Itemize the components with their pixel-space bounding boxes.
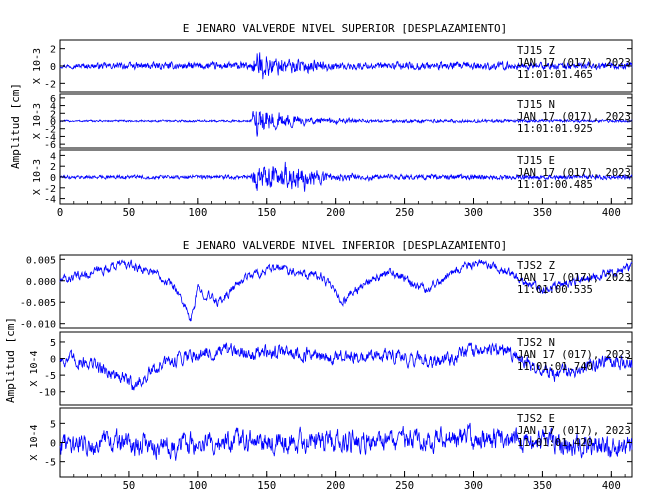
time-label: 11:01:01.420 — [517, 437, 593, 449]
panel-frame — [59, 254, 633, 329]
y-tick-label: -6 — [44, 140, 56, 151]
x-tick-label: 0 — [57, 207, 63, 219]
waveform-line — [59, 422, 633, 461]
waveform-line — [59, 111, 633, 137]
y-tick-label: -5 — [44, 458, 56, 469]
time-label: 11:01:01.740 — [517, 361, 593, 373]
x-tick-label: 50 — [123, 207, 136, 219]
scale-label: X 10-3 — [32, 159, 43, 195]
y-tick-label: 5 — [50, 338, 56, 349]
x-tick-label: 300 — [464, 207, 483, 219]
y-tick-label: -4 — [44, 132, 56, 143]
x-tick-label: 50 — [123, 480, 136, 492]
panel-frame — [59, 331, 633, 406]
x-tick-label: 150 — [257, 480, 276, 492]
y-tick-label: 2 — [50, 162, 56, 173]
station-label: TJS2 E — [517, 413, 555, 425]
station-label: TJ15 Z — [517, 45, 555, 57]
x-tick-label: 200 — [326, 207, 345, 219]
waveform-line — [59, 161, 633, 192]
y-tick-label: 0 — [50, 62, 56, 73]
scale-label: X 10-4 — [29, 424, 40, 460]
date-label: JAN 17 (017), 2023 — [517, 111, 631, 123]
y-tick-label: -4 — [44, 195, 56, 206]
y-tick-label: -2 — [44, 125, 56, 136]
station-label: TJ15 N — [517, 99, 555, 111]
scale-label: X 10-3 — [32, 48, 43, 84]
time-label: 11:01:00.485 — [517, 179, 593, 191]
waveform-line — [59, 342, 633, 391]
y-tick-label: 0.005 — [26, 255, 56, 266]
time-label: 11:01:00.535 — [517, 284, 593, 296]
station-label: TJS2 Z — [517, 260, 555, 272]
date-label: JAN 17 (017), 2023 — [517, 272, 631, 284]
x-tick-label: 100 — [188, 480, 207, 492]
chart-title-top: E JENARO VALVERDE NIVEL SUPERIOR [DESPLA… — [183, 22, 508, 35]
x-tick-label: 350 — [533, 480, 552, 492]
x-tick-label: 400 — [602, 480, 621, 492]
y-tick-label: 5 — [50, 419, 56, 430]
x-tick-label: 150 — [257, 207, 276, 219]
scale-label: X 10-4 — [29, 350, 40, 386]
x-tick-label: 100 — [188, 207, 207, 219]
y-tick-label: 4 — [50, 102, 56, 113]
waveform-line — [59, 52, 633, 80]
date-label: JAN 17 (017), 2023 — [517, 167, 631, 179]
y-tick-label: -5 — [44, 371, 56, 382]
date-label: JAN 17 (017), 2023 — [517, 57, 631, 69]
y-tick-label: 6 — [50, 94, 56, 105]
x-tick-label: 200 — [326, 480, 345, 492]
waveform-line — [59, 259, 633, 322]
x-tick-label: 300 — [464, 480, 483, 492]
ylabel-bottom: Amplitud [cm] — [4, 317, 17, 403]
chart-title-bottom: E JENARO VALVERDE NIVEL INFERIOR [DESPLA… — [183, 239, 508, 252]
y-tick-label: 0 — [50, 355, 56, 366]
y-tick-label: 0 — [50, 173, 56, 184]
y-tick-label: -0.005 — [20, 298, 56, 309]
y-tick-label: -2 — [44, 184, 56, 195]
y-tick-label: -0.010 — [20, 320, 56, 331]
date-label: JAN 17 (017), 2023 — [517, 349, 631, 361]
y-tick-label: -10 — [38, 388, 56, 399]
station-label: TJS2 N — [517, 337, 555, 349]
x-tick-label: 250 — [395, 207, 414, 219]
scale-label: X 10-3 — [32, 103, 43, 139]
time-label: 11:01:01.465 — [517, 69, 593, 81]
y-tick-label: 0.000 — [26, 277, 56, 288]
ylabel-top: Amplitud [cm] — [9, 83, 22, 169]
y-tick-label: -2 — [44, 79, 56, 90]
x-tick-label: 400 — [602, 207, 621, 219]
y-tick-label: 0 — [50, 439, 56, 450]
station-label: TJ15 E — [517, 155, 555, 167]
x-tick-label: 250 — [395, 480, 414, 492]
time-label: 11:01:01.925 — [517, 123, 593, 135]
y-tick-label: 2 — [50, 45, 56, 56]
y-tick-label: 0 — [50, 117, 56, 128]
date-label: JAN 17 (017), 2023 — [517, 425, 631, 437]
x-tick-label: 350 — [533, 207, 552, 219]
y-tick-label: 4 — [50, 151, 56, 162]
y-tick-label: 2 — [50, 109, 56, 120]
